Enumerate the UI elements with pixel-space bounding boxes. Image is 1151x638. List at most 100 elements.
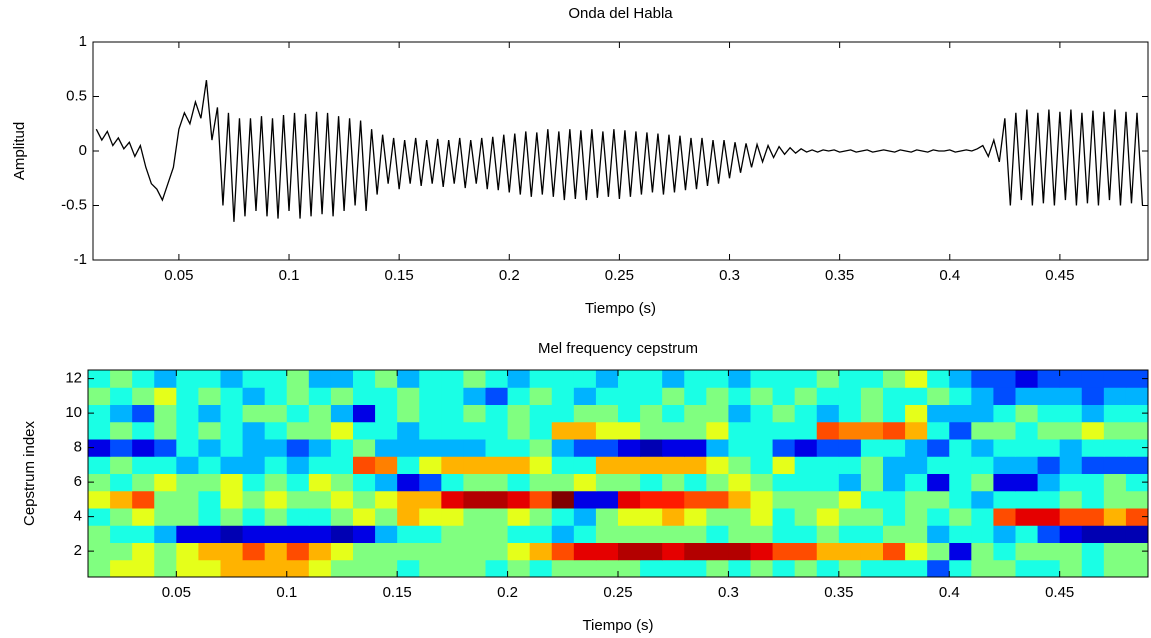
heatmap-cell (971, 370, 994, 388)
heatmap-cell (794, 404, 818, 423)
heatmap-cell (308, 473, 332, 492)
heatmap-cell (463, 508, 486, 526)
heatmap-cell (286, 421, 310, 440)
heatmap-cell (419, 387, 442, 405)
heatmap-cell (860, 490, 884, 509)
x-tick-label: 0.2 (497, 584, 518, 601)
heatmap-cell (110, 370, 133, 388)
heatmap-cell (88, 542, 111, 561)
heatmap-cell (662, 456, 685, 474)
heatmap-cell (551, 387, 575, 405)
heatmap-cell (706, 387, 729, 405)
heatmap-cell (794, 559, 818, 577)
heatmap-cell (860, 439, 884, 457)
heatmap-cell (706, 525, 729, 543)
heatmap-cell (88, 404, 111, 423)
heatmap-cell (242, 525, 266, 543)
heatmap-cell (264, 387, 288, 405)
heatmap-cell (1081, 542, 1105, 561)
heatmap-cell (353, 490, 376, 509)
heatmap-cell (463, 439, 486, 457)
heatmap-cell (595, 404, 619, 423)
heatmap-cell (618, 508, 641, 526)
heatmap-cell (573, 421, 597, 440)
heatmap-cell (507, 370, 531, 388)
heatmap-cell (595, 508, 619, 526)
heatmap-cell (640, 439, 663, 457)
heatmap-cell (640, 456, 663, 474)
heatmap-cell (993, 370, 1016, 388)
heatmap-cell (618, 456, 641, 474)
heatmap-cell (529, 559, 553, 577)
heatmap-cell (419, 370, 442, 388)
heatmap-cell (507, 542, 531, 561)
heatmap-cell (551, 404, 575, 423)
y-tick-label: 0 (79, 142, 87, 159)
x-tick-label: 0.35 (825, 267, 854, 284)
heatmap-cell (132, 542, 155, 561)
heatmap-cell (242, 542, 266, 561)
heatmap-cell (308, 456, 332, 474)
heatmap-cell (1125, 439, 1148, 457)
heatmap-cell (1015, 525, 1039, 543)
heatmap-cell (883, 473, 906, 492)
heatmap-cell (176, 370, 199, 388)
heatmap-cell (750, 473, 774, 492)
heatmap-cell (485, 490, 509, 509)
heatmap-cell (1103, 473, 1127, 492)
heatmap-cell (860, 542, 884, 561)
heatmap-cell (662, 387, 685, 405)
heatmap-cell (816, 542, 840, 561)
x-tick-label: 0.45 (1045, 584, 1074, 601)
heatmap-cell (176, 508, 199, 526)
heatmap-cell (1103, 387, 1127, 405)
heatmap-cell (88, 473, 111, 492)
heatmap-cell (772, 490, 796, 509)
heatmap-cell (905, 559, 928, 577)
heatmap-cell (750, 559, 774, 577)
heatmap-cell (551, 421, 575, 440)
heatmap-cell (330, 439, 354, 457)
x-tick-label: 0.4 (939, 584, 960, 601)
heatmap-cell (419, 542, 442, 561)
heatmap-cell (927, 456, 950, 474)
heatmap-cell (308, 421, 332, 440)
heatmap-cell (463, 490, 486, 509)
heatmap-cell (463, 559, 486, 577)
heatmap-cell (154, 421, 177, 440)
heatmap-cell (1081, 387, 1105, 405)
heatmap-cell (242, 370, 266, 388)
heatmap-cell (419, 525, 442, 543)
x-tick-label: 0.25 (605, 267, 634, 284)
heatmap-cell (750, 439, 774, 457)
heatmap-cell (618, 421, 641, 440)
heatmap-cell (993, 421, 1016, 440)
heatmap-cell (485, 404, 509, 423)
heatmap-cell (485, 542, 509, 561)
heatmap-cell (883, 370, 906, 388)
heatmap-cell (772, 387, 796, 405)
heatmap-cell (375, 473, 398, 492)
heatmap-cell (662, 490, 685, 509)
x-tick-label: 0.3 (718, 584, 739, 601)
heatmap-cell (1059, 421, 1083, 440)
heatmap-cell (662, 473, 685, 492)
heatmap-cell (220, 559, 244, 577)
heatmap-cell (507, 508, 531, 526)
heatmap-cell (132, 370, 155, 388)
heatmap-cell (154, 404, 177, 423)
heatmap-cell (949, 404, 972, 423)
heatmap-cell (816, 508, 840, 526)
heatmap-cell (1059, 387, 1083, 405)
heatmap-cell (441, 387, 464, 405)
heatmap-cell (706, 490, 729, 509)
heatmap-cell (463, 404, 486, 423)
heatmap-cell (330, 404, 354, 423)
heatmap-cell (905, 508, 928, 526)
heatmap-cell (927, 421, 950, 440)
heatmap-cell (794, 439, 818, 457)
heatmap-cell (353, 404, 376, 423)
heatmap-cell (485, 439, 509, 457)
heatmap-cell (905, 525, 928, 543)
